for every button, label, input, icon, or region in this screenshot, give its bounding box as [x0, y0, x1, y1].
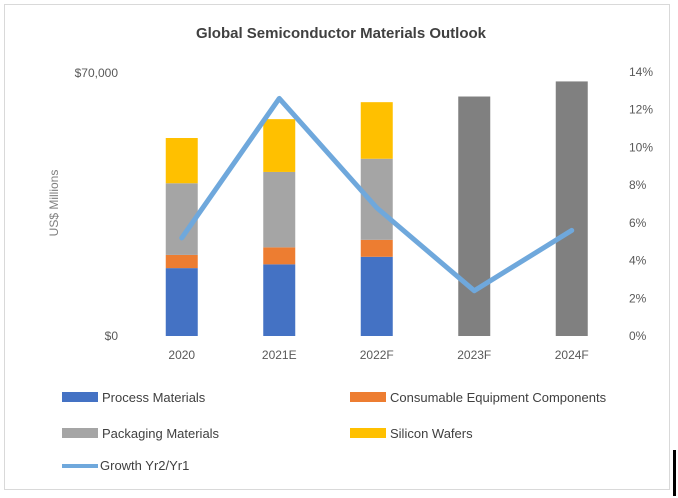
y2-tick-label: 14%	[629, 65, 653, 79]
y2-tick-label: 8%	[629, 178, 647, 192]
y-tick-label-bottom: $0	[105, 329, 119, 343]
x-tick-labels: 2020 2021E 2022F 2023F 2024F	[168, 348, 588, 362]
watermark-logo: TECHCET	[140, 68, 296, 98]
bar-2023F-total	[458, 96, 491, 336]
bar-2024F-total	[555, 81, 588, 336]
legend-label: Growth Yr2/Yr1	[100, 458, 189, 473]
x-tick-label: 2024F	[555, 348, 589, 362]
bar-2022F-packaging-materials	[360, 158, 393, 240]
x-tick-label: 2022F	[360, 348, 394, 362]
legend-swatch	[62, 428, 98, 438]
y2-tick-labels: 0% 2% 4% 6% 8% 10% 12% 14%	[629, 65, 653, 343]
bar-2021E-consumable-equipment-components	[263, 247, 296, 265]
x-tick-label: 2023F	[457, 348, 491, 362]
bars-group	[165, 81, 588, 336]
bar-2022F-consumable-equipment-components	[360, 239, 393, 257]
bar-2020-consumable-equipment-components	[165, 254, 198, 269]
bar-2022F-process-materials	[360, 256, 393, 336]
bar-2021E-process-materials	[263, 264, 296, 336]
y-axis-label: US$ Millions	[47, 170, 61, 237]
bar-2022F-silicon-wafers	[360, 102, 393, 159]
y2-tick-label: 0%	[629, 329, 647, 343]
legend: Process Materials Consumable Equipment Co…	[62, 390, 607, 473]
y2-tick-label: 12%	[629, 103, 653, 117]
y-tick-label-top: $70,000	[75, 66, 119, 80]
y2-tick-label: 2%	[629, 291, 647, 305]
x-tick-label: 2021E	[262, 348, 297, 362]
bar-2021E-packaging-materials	[263, 171, 296, 248]
legend-swatch	[350, 392, 386, 402]
legend-label: Silicon Wafers	[390, 426, 473, 441]
legend-swatch	[62, 392, 98, 402]
legend-label: Packaging Materials	[102, 426, 220, 441]
y2-tick-label: 6%	[629, 216, 647, 230]
legend-label: Consumable Equipment Components	[390, 390, 607, 405]
chart-title: Global Semiconductor Materials Outlook	[196, 25, 487, 42]
bar-2020-process-materials	[165, 268, 198, 336]
legend-label: Process Materials	[102, 390, 206, 405]
y2-tick-label: 4%	[629, 254, 647, 268]
y2-tick-label: 10%	[629, 140, 653, 154]
growth-line	[179, 95, 575, 294]
growth-line-group	[179, 95, 575, 294]
bar-2021E-silicon-wafers	[263, 119, 296, 172]
edge-mark	[673, 450, 676, 496]
bar-2020-silicon-wafers	[165, 138, 198, 184]
x-tick-label: 2020	[168, 348, 195, 362]
legend-swatch	[350, 428, 386, 438]
